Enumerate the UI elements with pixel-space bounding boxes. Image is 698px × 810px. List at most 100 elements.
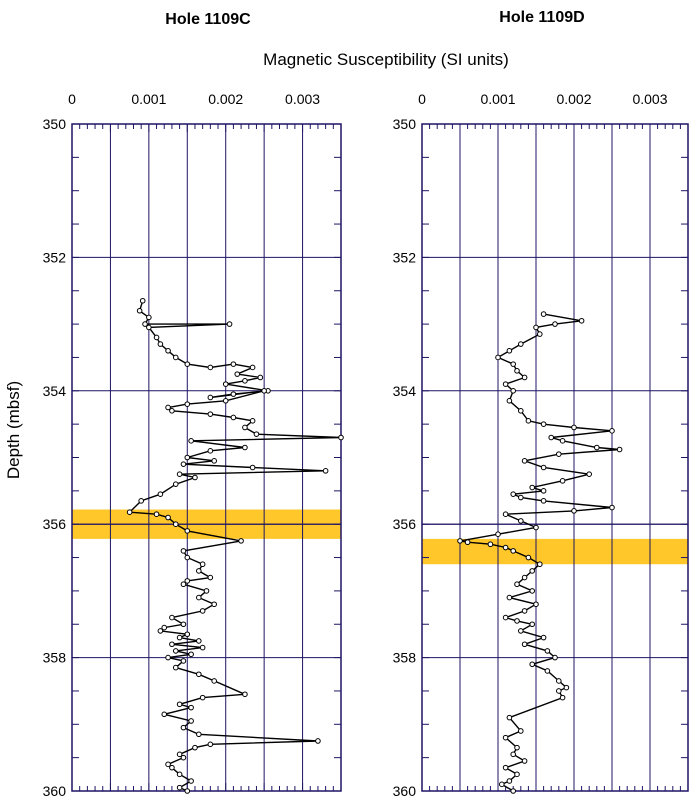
data-point (525, 554, 532, 561)
x-tick-label: 0.003 (285, 91, 320, 107)
data-point (552, 654, 558, 661)
data-point (537, 331, 543, 337)
data-point (180, 621, 187, 628)
data-point (207, 448, 214, 454)
data-point (136, 307, 143, 314)
data-point (563, 684, 570, 691)
data-point (230, 414, 237, 421)
data-point (518, 518, 524, 524)
data-point (571, 424, 577, 431)
data-point (242, 424, 248, 431)
data-point (521, 574, 528, 581)
data-point (180, 461, 187, 467)
data-point (172, 521, 179, 528)
data-point (192, 744, 198, 751)
y-tick-label: 354 (43, 383, 67, 399)
y-axis-title: Depth (mbsf) (4, 381, 23, 479)
chart-title-left: Hole 1109C (165, 11, 251, 28)
data-point (146, 314, 152, 321)
y-tick-label: 360 (393, 783, 417, 799)
data-point (161, 711, 168, 718)
data-point (544, 648, 551, 654)
data-point (207, 394, 214, 401)
data-point (203, 588, 210, 594)
data-point (529, 621, 536, 628)
panel-hole-1109d: 0 0.001 0.002 0.003 350 352 354 356 358 360 (393, 91, 689, 799)
data-point (165, 404, 171, 411)
panel-hole-1109c: 0 0.001 0.002 0.003 350 352 354 356 358 360 (43, 91, 344, 799)
data-point (207, 411, 214, 417)
data-point (518, 728, 524, 734)
data-point (165, 761, 171, 768)
data-point (139, 297, 146, 304)
data-point (502, 381, 509, 387)
data-point (169, 614, 175, 621)
data-point (180, 658, 187, 664)
data-point (226, 321, 233, 327)
data-point (609, 428, 615, 434)
y-tick-label: 350 (393, 116, 417, 132)
data-point (257, 374, 264, 381)
data-point (242, 691, 248, 698)
data-point (315, 738, 321, 744)
data-point (165, 514, 171, 521)
data-point (487, 541, 494, 548)
data-point (594, 444, 600, 451)
data-point (230, 391, 237, 397)
data-point (499, 781, 505, 788)
data-point (506, 594, 513, 601)
data-point (518, 341, 524, 347)
data-point (525, 418, 532, 424)
data-point (249, 418, 256, 424)
data-point (222, 381, 229, 387)
data-point (211, 678, 217, 684)
data-point (514, 367, 520, 374)
data-point (207, 741, 214, 748)
y-tick-label: 354 (393, 383, 417, 399)
data-point (238, 538, 244, 544)
data-point (207, 364, 214, 371)
data-point (176, 701, 183, 708)
data-point (184, 554, 191, 561)
data-point (172, 481, 179, 487)
data-point (157, 628, 164, 634)
data-point (529, 568, 536, 574)
data-point (207, 574, 214, 581)
data-point (521, 374, 528, 381)
data-point (184, 454, 191, 461)
data-point (188, 704, 194, 711)
data-point (457, 538, 463, 544)
data-point (510, 388, 517, 394)
data-point (234, 371, 241, 377)
data-point (211, 458, 217, 464)
data-point (540, 311, 547, 317)
data-point (540, 464, 547, 471)
data-point (540, 498, 547, 504)
data-point (518, 408, 524, 414)
data-point (196, 671, 202, 678)
data-point (172, 354, 179, 361)
y-tick-label: 352 (43, 249, 67, 265)
data-point (192, 474, 198, 481)
data-point (502, 764, 509, 771)
data-point (169, 764, 175, 771)
data-point (556, 678, 562, 684)
data-point (180, 724, 187, 731)
data-point (559, 438, 566, 444)
data-point (176, 784, 183, 791)
data-point (142, 321, 148, 327)
data-point (261, 388, 267, 394)
data-point (533, 324, 539, 331)
data-point (514, 771, 520, 778)
data-point (180, 548, 187, 554)
x-tick-label: 0.001 (131, 91, 166, 107)
y-tick-label: 356 (43, 516, 67, 532)
data-point (230, 361, 237, 367)
data-point (529, 661, 536, 668)
data-point (338, 434, 344, 441)
data-point (540, 488, 547, 494)
data-point (495, 531, 501, 538)
data-point (514, 744, 520, 751)
data-point (464, 539, 471, 546)
